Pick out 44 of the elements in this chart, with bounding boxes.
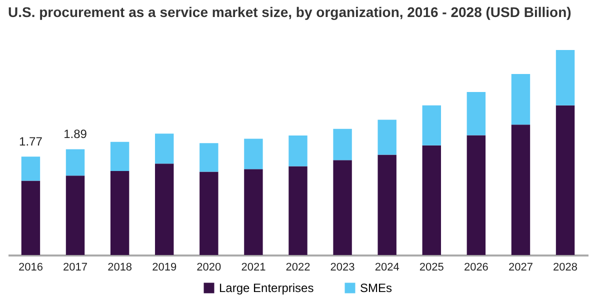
bar	[556, 105, 575, 255]
x-tick-label: 2022	[286, 262, 310, 274]
x-tick-label: 2018	[108, 262, 132, 274]
legend-label: SMEs	[360, 281, 392, 295]
bar	[378, 154, 396, 255]
bar	[244, 138, 263, 170]
bar	[422, 105, 441, 146]
bar	[66, 149, 85, 176]
bar	[378, 120, 396, 155]
x-tick-label: 2024	[374, 262, 400, 274]
bar	[110, 170, 130, 255]
bar	[422, 145, 441, 255]
annotation: 1.89	[64, 127, 88, 142]
bar	[288, 135, 308, 166]
chart-title: U.S. procurement as a service market size, by organization, 2016 - 2028 (USD Billion)	[8, 4, 572, 20]
bar	[244, 169, 263, 255]
bar	[21, 156, 40, 181]
bar	[110, 142, 130, 171]
x-tick-label: 2025	[419, 262, 444, 274]
x-tick-label: 2027	[508, 262, 533, 274]
legend-label: Large Enterprises	[219, 281, 314, 295]
bar	[66, 176, 85, 255]
bar	[511, 124, 530, 255]
bar	[333, 160, 352, 255]
x-tick-label: 2028	[553, 262, 578, 274]
bar	[333, 128, 352, 160]
x-tick-label: 2019	[152, 262, 177, 274]
bar	[466, 92, 486, 136]
bar	[556, 50, 575, 106]
bar	[21, 180, 40, 255]
x-tick-label: 2020	[196, 262, 222, 274]
x-tick-label: 2016	[18, 262, 43, 274]
bar	[155, 134, 174, 164]
bar	[288, 166, 308, 255]
bar	[200, 172, 218, 255]
x-tick-label: 2026	[464, 262, 488, 274]
bar	[466, 135, 486, 255]
annotation: 1.77	[19, 134, 43, 149]
x-tick-label: 2017	[63, 262, 88, 274]
x-tick-label: 2021	[241, 262, 266, 274]
x-tick-label: 2023	[330, 262, 355, 274]
bar	[200, 143, 218, 172]
bar	[155, 164, 174, 255]
bar	[511, 74, 530, 125]
